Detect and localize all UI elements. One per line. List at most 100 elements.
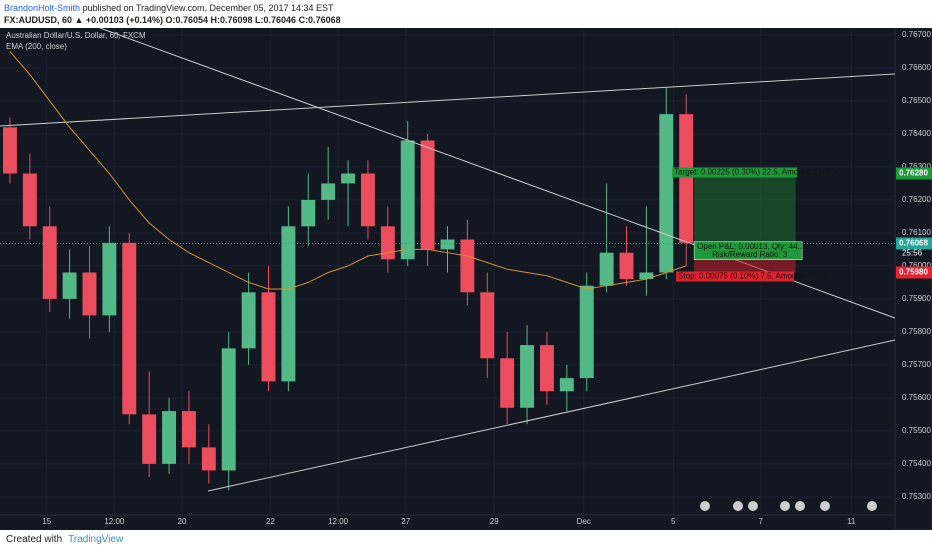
candle-body [321,183,336,200]
x-tick-label: 5 [671,517,676,526]
target-label: Target: 0.00225 (0.30%) 22.5, Amount: 11… [674,168,838,177]
candle-body [420,140,435,250]
chart: Australian Dollar/U.S. Dollar, 60, FXCM … [0,28,932,530]
event-icon [867,501,877,511]
candle-body [500,358,515,408]
candle-body [181,411,196,448]
y-tick-label: 0.75300 [902,492,931,501]
y-tick-label: 0.75500 [902,426,931,435]
candle-body [341,173,356,184]
x-tick-label: 12:00 [328,517,349,526]
publish-line: BrandonHolt-Smith published on TradingVi… [4,2,928,14]
candle-body [221,348,236,471]
x-tick-label: 22 [266,517,275,526]
candle-body [599,252,614,286]
footer: Created with TradingView [0,530,932,550]
chart-title: Australian Dollar/U.S. Dollar, 60, FXCM [6,31,146,40]
candle-body [2,127,17,174]
candle-body [22,173,37,227]
candle-body [241,292,256,349]
candle-body [539,345,554,392]
x-tick-label: 27 [401,517,410,526]
price-tag-bg [896,237,932,250]
stop-label-bg [676,271,795,282]
y-tick-label: 0.75700 [902,360,931,369]
candle-body [142,414,157,464]
candle-body [82,272,97,316]
price-tag: 0.75980 [899,268,928,277]
candle-body [460,239,475,293]
brand: TradingView [68,534,124,545]
profit-zone [694,173,796,248]
candle-body [559,378,574,392]
created-with: Created with [6,534,63,545]
candle-body [400,140,415,260]
y-tick-label: 0.76100 [902,228,931,237]
trend-line [207,339,896,492]
candle-body [42,226,57,299]
x-tick-label: 7 [759,517,764,526]
stop-label: Stop: 0.00075 (0.10%) 7.5, Amount: 9502 [678,272,826,281]
candle-body [480,292,495,359]
candle-body [122,242,137,415]
y-tick-label: 0.75600 [902,393,931,402]
y-tick-label: 0.76500 [902,96,931,105]
y-tick-label: 0.75400 [902,459,931,468]
event-icon [748,501,758,511]
candle-body [659,114,674,273]
header: BrandonHolt-Smith published on TradingVi… [0,0,932,28]
event-icon [700,501,710,511]
price-tag-bg [896,266,932,279]
candle-body [380,226,395,260]
candle-body [440,239,455,250]
price-axis [894,28,932,530]
y-tick-label: 0.76300 [902,162,931,171]
candle-body [62,272,77,299]
price-tag-bg [896,167,932,180]
candle-body [579,285,594,379]
candle-body [201,447,216,471]
candle-body [102,242,117,316]
candle-body [281,226,296,382]
countdown: 25:56 [902,249,923,258]
candle-body [639,272,654,280]
indicator-label: EMA (200, close) [6,42,67,51]
x-tick-label: 12:00 [104,517,125,526]
y-tick-label: 0.76200 [902,195,931,204]
candle-body [619,252,634,280]
event-icons [700,501,877,511]
ema-line [9,51,687,290]
ratio-label: Risk/Reward Ratio: 3 [712,250,788,259]
candle-body [520,345,535,408]
trend-line [0,73,896,127]
x-tick-label: Dec [577,517,591,526]
x-tick-label: 11 [847,517,856,526]
y-tick-label: 0.75900 [902,294,931,303]
candle-body [360,173,375,227]
y-tick-label: 0.76400 [902,129,931,138]
y-tick-label: 0.76700 [902,30,931,39]
event-icon [795,501,805,511]
price-tag: 0.76068 [899,239,928,248]
author: BrandonHolt-Smith [4,3,81,13]
x-tick-label: 20 [178,517,187,526]
x-tick-label: 15 [42,517,51,526]
quote-line: FX:AUDUSD, 60 ▲ +0.00103 (+0.14%) O:0.76… [4,15,341,25]
published: published on TradingView.com, December 0… [82,3,334,13]
x-tick-label: 29 [490,517,499,526]
y-tick-label: 0.75800 [902,327,931,336]
target-label-bg [672,167,798,178]
candle-body [301,199,316,227]
candle-body [162,411,177,464]
candle-body [261,292,276,382]
candle-body [679,114,694,243]
y-tick-label: 0.76000 [902,261,931,270]
open-label: Open P&L: 0.00013, Qty: 44... [697,242,804,251]
event-icon [780,501,790,511]
y-tick-label: 0.76600 [902,63,931,72]
event-icon [733,501,743,511]
open-label-bg [693,241,803,260]
price-tag: 0.76280 [899,169,928,178]
event-icon [820,501,830,511]
